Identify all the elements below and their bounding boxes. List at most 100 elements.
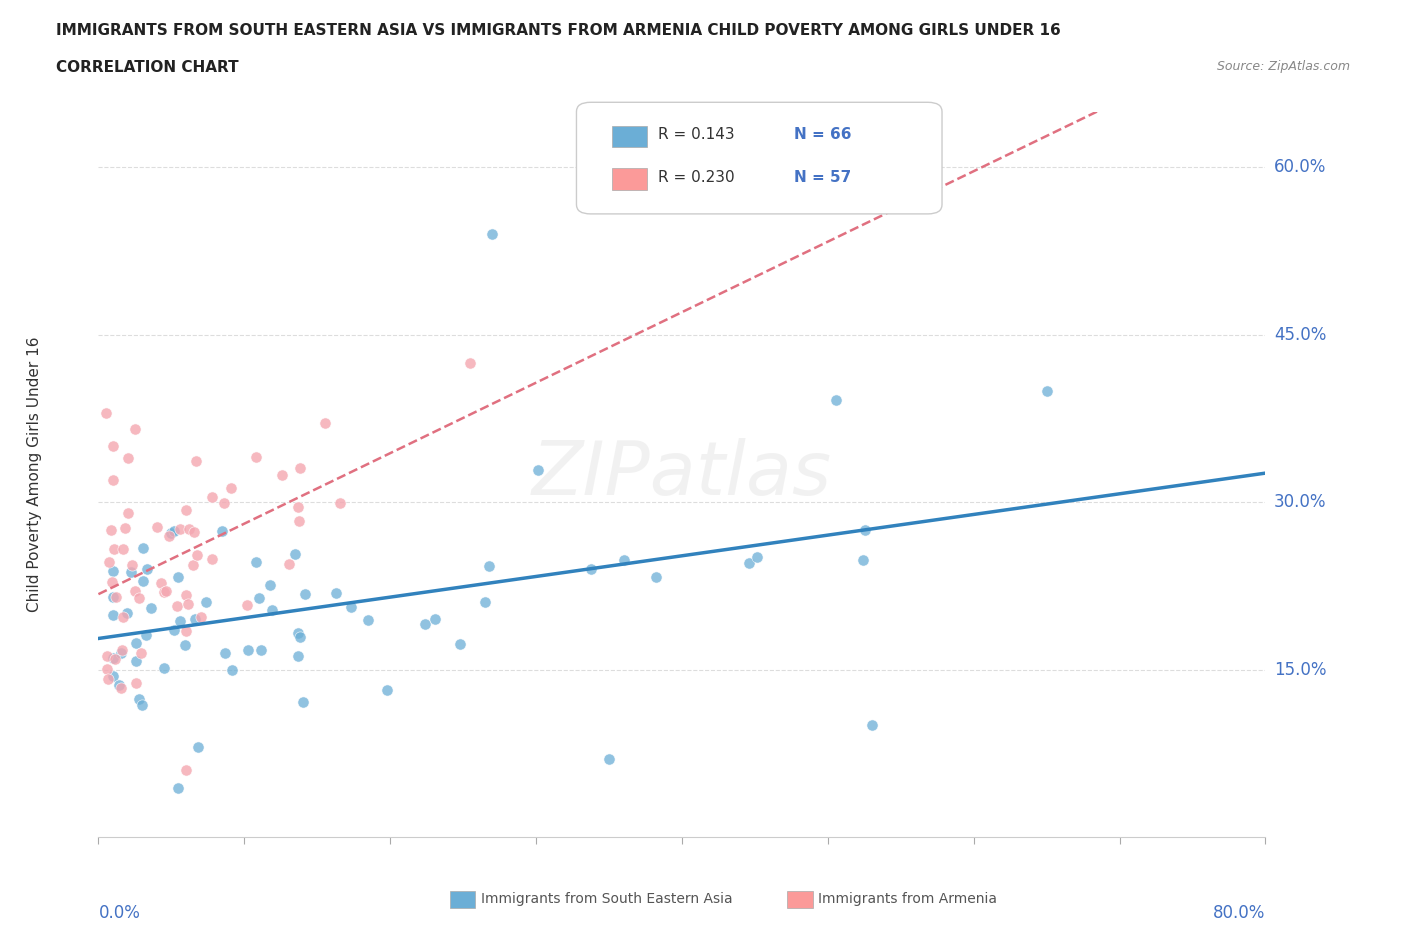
Point <box>105 590 128 604</box>
Point <box>598 751 620 766</box>
Text: CORRELATION CHART: CORRELATION CHART <box>56 60 239 75</box>
Point <box>101 439 124 454</box>
Point <box>163 622 186 637</box>
Point <box>1035 383 1057 398</box>
Point <box>287 649 309 664</box>
Point <box>287 626 309 641</box>
Point <box>110 680 132 695</box>
Point <box>111 610 134 625</box>
Point <box>101 590 124 604</box>
Text: 15.0%: 15.0% <box>1274 660 1327 679</box>
Point <box>166 780 188 795</box>
Point <box>278 556 301 571</box>
Point <box>214 646 236 661</box>
Point <box>111 643 134 658</box>
Point <box>212 496 235 511</box>
Point <box>186 547 208 562</box>
Text: 0.0%: 0.0% <box>98 904 141 922</box>
Point <box>159 526 181 541</box>
Text: ZIPatlas: ZIPatlas <box>531 438 832 511</box>
Point <box>201 490 224 505</box>
Point <box>96 661 118 676</box>
Text: Source: ZipAtlas.com: Source: ZipAtlas.com <box>1216 60 1350 73</box>
Point <box>121 558 143 573</box>
Point <box>115 605 138 620</box>
Point <box>132 540 155 555</box>
Point <box>195 594 218 609</box>
Text: IMMIGRANTS FROM SOUTH EASTERN ASIA VS IMMIGRANTS FROM ARMENIA CHILD POVERTY AMON: IMMIGRANTS FROM SOUTH EASTERN ASIA VS IM… <box>56 23 1062 38</box>
Point <box>110 645 132 660</box>
Point <box>287 500 309 515</box>
Point <box>97 554 120 569</box>
Point <box>183 525 205 539</box>
Point <box>94 405 117 420</box>
Point <box>124 654 146 669</box>
Point <box>413 617 436 631</box>
Point <box>645 569 668 584</box>
Point <box>738 555 761 570</box>
Point <box>153 660 176 675</box>
Point <box>101 564 124 578</box>
Point <box>852 552 875 567</box>
Point <box>288 630 311 644</box>
Point <box>163 524 186 538</box>
Point <box>101 472 124 487</box>
Point <box>177 522 200 537</box>
Point <box>745 550 768 565</box>
Point <box>449 636 471 651</box>
Point <box>155 583 177 598</box>
Text: Child Poverty Among Girls Under 16: Child Poverty Among Girls Under 16 <box>27 337 42 612</box>
Point <box>139 601 162 616</box>
Point <box>120 565 142 580</box>
Point <box>250 643 273 658</box>
Point <box>117 506 139 521</box>
Point <box>187 739 209 754</box>
Point <box>174 763 197 777</box>
Point <box>101 607 124 622</box>
Point <box>128 591 150 605</box>
Point <box>103 541 125 556</box>
Point <box>314 415 336 430</box>
Point <box>125 675 148 690</box>
Text: R = 0.143: R = 0.143 <box>658 127 734 142</box>
Text: Immigrants from South Eastern Asia: Immigrants from South Eastern Asia <box>481 892 733 907</box>
Point <box>114 520 136 535</box>
Point <box>177 597 200 612</box>
Point <box>184 612 207 627</box>
Point <box>259 578 281 592</box>
Point <box>860 718 883 733</box>
Point <box>107 678 129 693</box>
Text: 60.0%: 60.0% <box>1274 158 1326 177</box>
Point <box>190 609 212 624</box>
Point <box>124 422 146 437</box>
Point <box>174 502 197 517</box>
Point <box>153 585 176 600</box>
Point <box>167 569 190 584</box>
Point <box>247 590 270 604</box>
Point <box>211 524 233 538</box>
Point <box>221 663 243 678</box>
Point <box>201 551 224 566</box>
Point <box>245 450 267 465</box>
Point <box>260 603 283 618</box>
Point <box>129 646 152 661</box>
Point <box>245 554 267 569</box>
Point <box>146 520 169 535</box>
Point <box>135 628 157 643</box>
Point <box>169 614 191 629</box>
Point <box>117 450 139 465</box>
Point <box>474 594 496 609</box>
Text: 30.0%: 30.0% <box>1274 493 1327 512</box>
Point <box>219 481 242 496</box>
Point <box>101 574 124 589</box>
Point <box>357 612 380 627</box>
Point <box>104 652 127 667</box>
Point <box>294 587 316 602</box>
Point <box>287 513 309 528</box>
Point <box>825 392 848 407</box>
Point <box>100 523 122 538</box>
Point <box>271 467 294 482</box>
Point <box>284 547 307 562</box>
Point <box>481 227 503 242</box>
Point <box>329 496 352 511</box>
